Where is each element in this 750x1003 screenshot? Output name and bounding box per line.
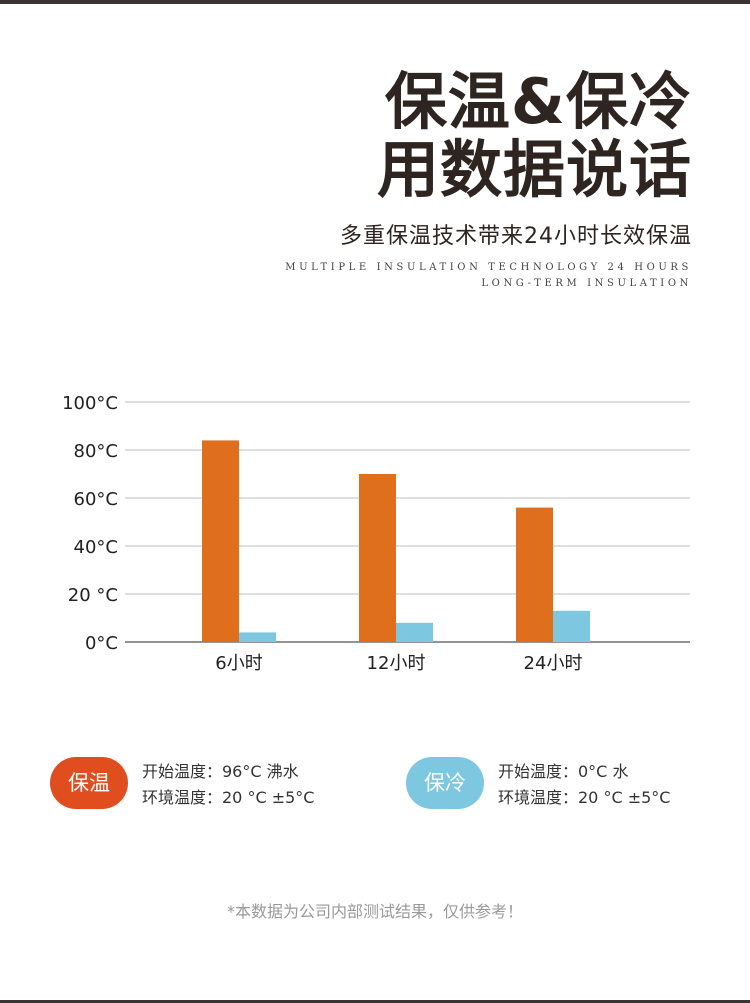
bar-cold [239,632,276,642]
legend-hot-start-temp: 开始温度：96°C 沸水 [142,762,299,781]
legend-hot-text: 开始温度：96°C 沸水 环境温度：20 °C ±5°C [142,759,314,811]
header: 保温&保冷 用数据说话 多重保温技术带来24小时长效保温 MULTIPLE IN… [285,68,692,292]
bottom-border [0,1000,750,1003]
y-tick-label: 80°C [74,441,118,462]
bar-hot [202,440,239,642]
temperature-bar-chart: 0°C 20 °C 40°C 60°C 80°C 100°C 6小时 12小时 24小时 [62,393,690,674]
legend-cold-badge: 保冷 [406,757,484,809]
bar-cold [553,610,590,642]
legend-cold-text: 开始温度：0°C 水 环境温度：20 °C ±5°C [498,759,670,811]
legend-cold-start-temp: 开始温度：0°C 水 [498,762,629,781]
english-line-2: LONG-TERM INSULATION [481,278,692,289]
footnote: *本数据为公司内部测试结果，仅供参考！ [226,902,523,921]
y-tick-label: 60°C [74,489,118,510]
title-line-1: 保温&保冷 [384,65,692,138]
x-tick-label: 6小时 [215,653,262,674]
y-tick-label: 0°C [85,633,118,654]
title-line-2: 用数据说话 [376,133,692,206]
y-tick-label: 100°C [62,393,118,414]
english-line-1: MULTIPLE INSULATION TECHNOLOGY 24 HOURS [285,262,692,273]
x-tick-label: 24小时 [524,653,583,674]
legend-cold-ambient-temp: 环境温度：20 °C ±5°C [498,788,671,807]
bar-hot [359,474,396,642]
y-tick-label: 20 °C [68,585,118,606]
bar-cold [396,622,433,642]
bar-hot [516,507,553,642]
legend-hot-ambient-temp: 环境温度：20 °C ±5°C [142,788,315,807]
legend-hot-badge: 保温 [50,757,128,809]
y-tick-label: 40°C [74,537,118,558]
x-tick-label: 12小时 [367,653,426,674]
subtitle: 多重保温技术带来24小时长效保温 [340,224,692,249]
english-caption: MULTIPLE INSULATION TECHNOLOGY 24 HOURS … [285,260,692,292]
top-border [0,0,750,4]
